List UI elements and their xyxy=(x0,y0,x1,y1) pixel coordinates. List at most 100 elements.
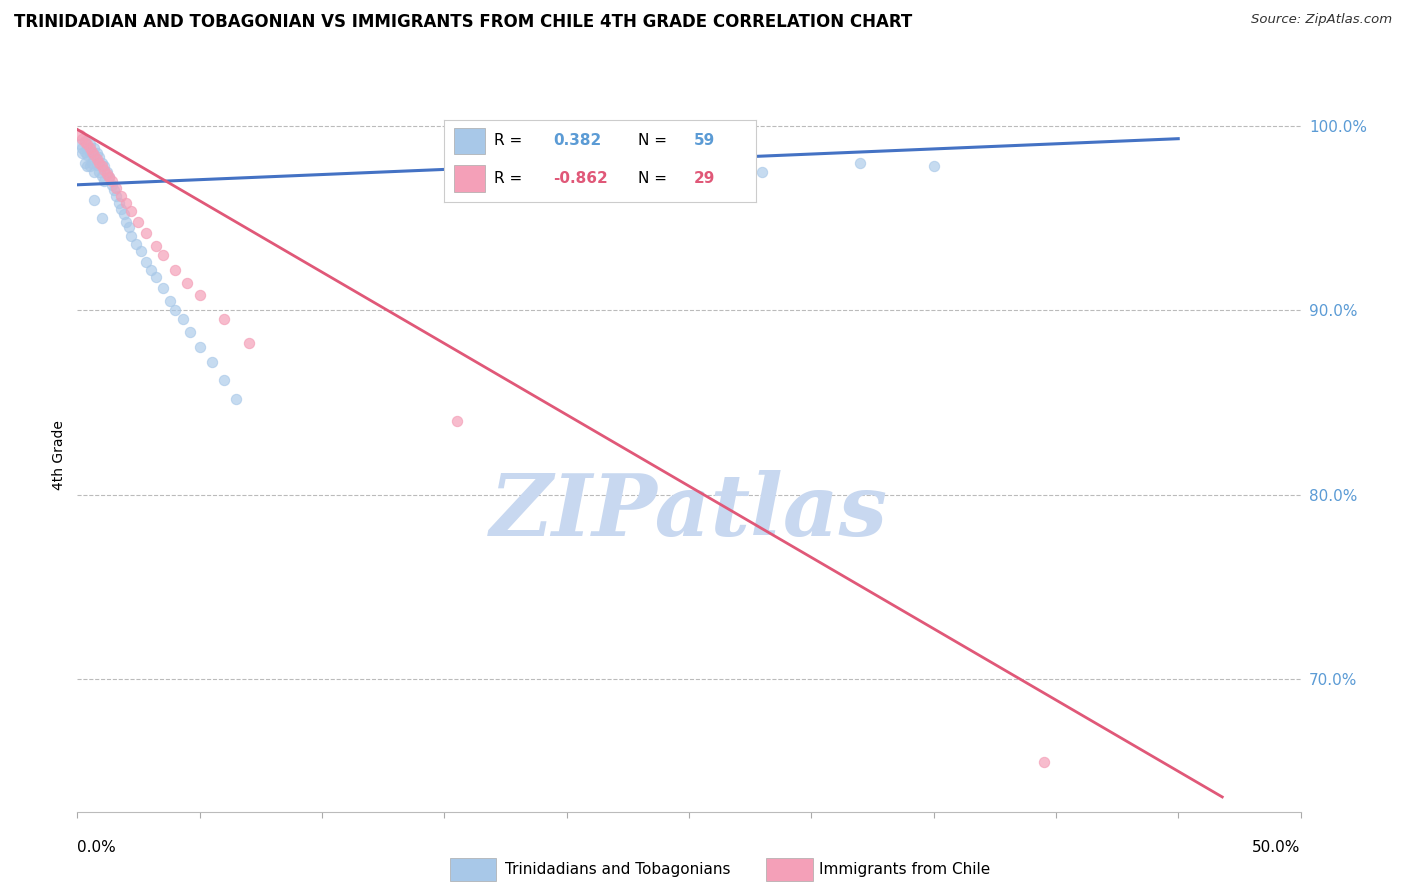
Point xyxy=(73,134,96,148)
Point xyxy=(212,312,235,326)
Point xyxy=(125,236,148,251)
Text: R =: R = xyxy=(494,171,527,186)
Point xyxy=(86,152,108,166)
Point xyxy=(89,155,111,169)
Point xyxy=(76,137,98,152)
FancyBboxPatch shape xyxy=(766,858,813,881)
Point xyxy=(89,150,111,164)
Text: -0.862: -0.862 xyxy=(554,171,609,186)
Point xyxy=(152,248,174,262)
Point xyxy=(128,215,150,229)
Point xyxy=(543,137,565,152)
Text: Source: ZipAtlas.com: Source: ZipAtlas.com xyxy=(1251,13,1392,27)
Point xyxy=(83,141,105,155)
Point xyxy=(152,281,174,295)
Point xyxy=(751,165,773,179)
FancyBboxPatch shape xyxy=(454,128,485,154)
Point xyxy=(139,262,162,277)
Point xyxy=(115,215,138,229)
Point xyxy=(1032,755,1054,769)
Text: 59: 59 xyxy=(693,134,716,148)
Point xyxy=(145,238,167,252)
Point xyxy=(83,165,105,179)
Point xyxy=(145,270,167,285)
FancyBboxPatch shape xyxy=(450,858,496,881)
Point xyxy=(110,189,132,203)
Text: Trinidadians and Tobagonians: Trinidadians and Tobagonians xyxy=(505,863,730,877)
Text: 0.382: 0.382 xyxy=(554,134,602,148)
Point xyxy=(172,312,194,326)
Point xyxy=(86,157,108,171)
Point xyxy=(89,165,111,179)
Point xyxy=(86,146,108,161)
Point xyxy=(212,373,235,387)
Text: Immigrants from Chile: Immigrants from Chile xyxy=(820,863,991,877)
Point xyxy=(446,414,468,428)
Point xyxy=(922,159,945,173)
Text: 0.0%: 0.0% xyxy=(77,840,117,855)
Text: TRINIDADIAN AND TOBAGONIAN VS IMMIGRANTS FROM CHILE 4TH GRADE CORRELATION CHART: TRINIDADIAN AND TOBAGONIAN VS IMMIGRANTS… xyxy=(14,13,912,31)
Point xyxy=(179,326,201,340)
Point xyxy=(112,207,135,221)
Point xyxy=(80,145,103,159)
Point xyxy=(135,255,157,269)
Text: N =: N = xyxy=(638,171,672,186)
Point xyxy=(93,159,115,173)
Point xyxy=(69,128,91,142)
Point xyxy=(83,193,105,207)
Point xyxy=(93,163,115,178)
Point xyxy=(76,159,98,173)
Point xyxy=(70,131,93,145)
Point xyxy=(118,220,141,235)
FancyBboxPatch shape xyxy=(454,166,485,192)
Point xyxy=(90,155,112,169)
Point xyxy=(165,262,187,277)
Point xyxy=(76,141,98,155)
Point xyxy=(201,355,224,369)
Point xyxy=(176,276,198,290)
Point xyxy=(96,167,118,181)
Point xyxy=(83,148,105,162)
Point xyxy=(129,244,152,259)
Point xyxy=(135,226,157,240)
Point xyxy=(73,155,96,169)
Text: N =: N = xyxy=(638,134,672,148)
Point xyxy=(188,340,211,354)
Text: 50.0%: 50.0% xyxy=(1253,840,1301,855)
Point xyxy=(678,146,700,161)
Point xyxy=(70,141,93,155)
Text: R =: R = xyxy=(494,134,527,148)
Point xyxy=(159,293,181,308)
Point xyxy=(79,137,101,152)
Point xyxy=(103,183,125,197)
Point xyxy=(96,165,118,179)
Point xyxy=(80,155,103,169)
Point xyxy=(165,303,187,318)
Point xyxy=(90,159,112,173)
Point xyxy=(79,159,101,173)
Point xyxy=(80,145,103,159)
Point xyxy=(849,155,872,169)
Point xyxy=(120,229,142,244)
Point xyxy=(110,202,132,216)
Point xyxy=(76,148,98,162)
Point xyxy=(702,159,724,173)
Point xyxy=(90,211,112,225)
Point xyxy=(108,196,131,211)
Point xyxy=(73,136,96,150)
Point xyxy=(100,174,122,188)
Point xyxy=(105,189,128,203)
Point xyxy=(90,169,112,183)
Point xyxy=(98,170,121,185)
Point xyxy=(98,170,121,185)
Text: ZIPatlas: ZIPatlas xyxy=(489,470,889,554)
Point xyxy=(70,146,93,161)
Point xyxy=(83,150,105,164)
Point xyxy=(238,336,260,351)
Y-axis label: 4th Grade: 4th Grade xyxy=(52,420,66,490)
Point xyxy=(225,392,247,406)
Point xyxy=(69,137,91,152)
Point xyxy=(79,141,101,155)
Point xyxy=(79,146,101,161)
Text: 29: 29 xyxy=(693,171,716,186)
